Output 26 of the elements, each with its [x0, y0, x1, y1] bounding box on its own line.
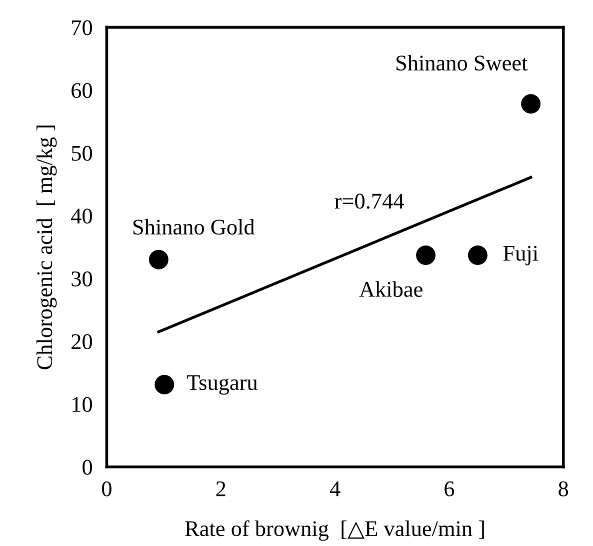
y-tick-label: 60: [72, 83, 92, 98]
point: [521, 94, 541, 114]
point: [468, 246, 488, 265]
annotation: Shinano Gold: [133, 218, 255, 235]
annotation: r=0.744: [334, 194, 404, 209]
y-tick-label: 10: [72, 396, 92, 412]
x-tick-label: 4: [330, 482, 340, 496]
annotation: Akibae: [359, 281, 422, 297]
y-tick-label: 50: [72, 146, 92, 161]
x-tick-label: 0: [102, 481, 112, 496]
point: [154, 374, 174, 394]
y-tick-label: 20: [72, 334, 92, 350]
y-tick-label: 40: [71, 208, 92, 224]
annotation: Fuji: [503, 246, 538, 266]
y-tick-label: 70: [72, 20, 92, 36]
point: [416, 246, 436, 265]
annotation: Shinano Sweet: [396, 54, 528, 71]
y-tick-label: 30: [72, 271, 92, 286]
x-tick-label: 6: [444, 481, 454, 496]
y-tick-label: 0: [82, 460, 92, 475]
x-axis-title: Rate of brownig [△E value/min ]: [185, 520, 484, 541]
annotation: Tsugaru: [187, 375, 258, 395]
point: [148, 250, 168, 270]
y-axis-title: Chlorogenic acid [ mg/kg ]: [36, 126, 57, 370]
x-tick-label: 8: [558, 481, 568, 496]
x-tick-label: 2: [216, 481, 226, 496]
